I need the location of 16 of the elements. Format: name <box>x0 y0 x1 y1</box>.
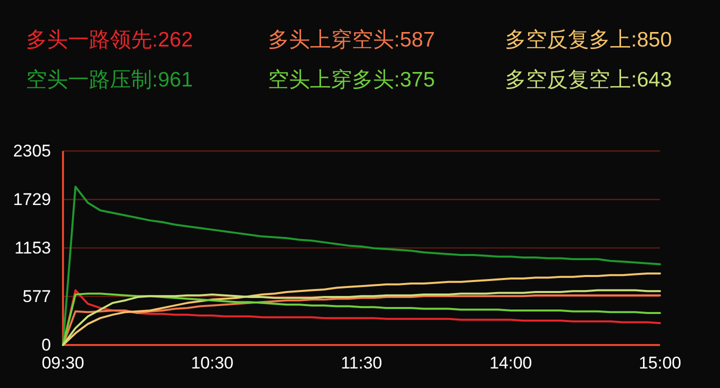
text: 多头上穿空头:587 <box>268 28 435 52</box>
x-tick-label: 14:00 <box>489 354 532 372</box>
y-tick-label: 1729 <box>13 190 51 209</box>
x-tick-label: 09:30 <box>42 354 84 372</box>
text: 空头一路压制:961 <box>26 68 193 92</box>
x-tick-label: 11:30 <box>340 354 382 372</box>
text: 空头上穿多头:375 <box>268 68 435 92</box>
text: 多头一路领先:262 <box>26 28 193 52</box>
text: 多空反复空上:643 <box>505 68 672 92</box>
x-tick-label: 10:30 <box>190 354 234 372</box>
x-tick-label: 15:00 <box>638 354 682 372</box>
y-tick-label: 2305 <box>13 142 51 160</box>
text: 多空反复多上:850 <box>505 28 672 52</box>
y-tick-label: 577 <box>22 286 51 306</box>
y-tick-label: 1153 <box>14 238 51 258</box>
y-tick-label: 0 <box>42 336 51 354</box>
